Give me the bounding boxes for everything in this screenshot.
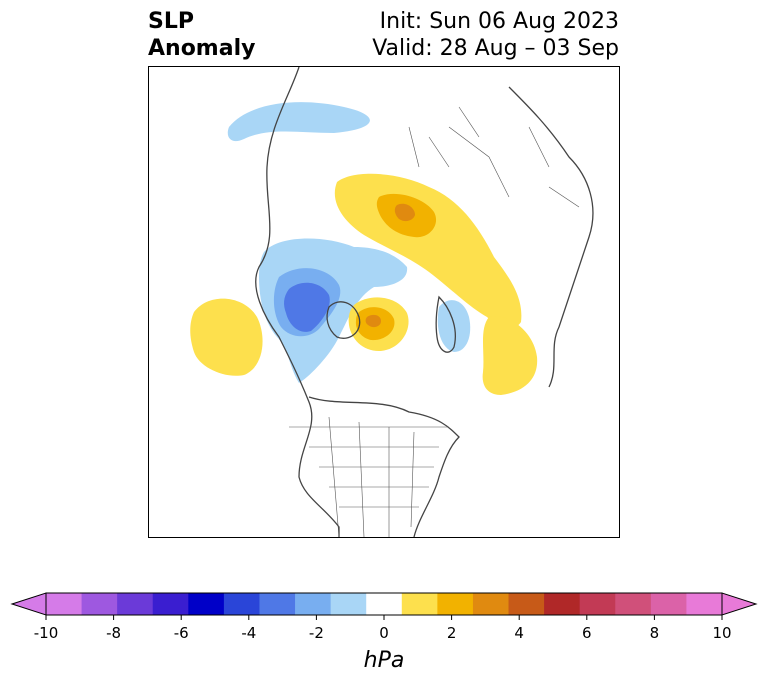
- colorbar-bin: [686, 593, 723, 615]
- colorbar-bin: [223, 593, 260, 615]
- init-date: Init: Sun 06 Aug 2023: [379, 9, 619, 34]
- colorbar-bin: [615, 593, 652, 615]
- map-dates: Init: Sun 06 Aug 2023 Valid: 28 Aug – 03…: [372, 8, 619, 62]
- dark-orange-region-eurasia: [394, 203, 415, 222]
- title-variable: SLP: [148, 9, 194, 34]
- colorbar-bins: [10, 592, 758, 616]
- colorbar-bin: [295, 593, 332, 615]
- valid-range: Valid: 28 Aug – 03 Sep: [372, 36, 619, 61]
- coastline-east: [308, 396, 460, 537]
- colorbar-tick-label: -4: [241, 624, 256, 642]
- colorbar-bin: [117, 593, 154, 615]
- colorbar-over-arrow: [721, 592, 758, 616]
- coastlines: [255, 67, 594, 537]
- colorbar-bin: [46, 593, 83, 615]
- state-borders-vertical: [328, 416, 415, 537]
- colorbar-ticks: -10 -8 -6 -4 -2 0 2 4 6 8 10: [34, 615, 732, 642]
- anomaly-map: [148, 66, 620, 538]
- title-variable-sub: Anomaly: [148, 36, 256, 61]
- colorbar-bin: [81, 593, 118, 615]
- arctic-islands-outline: [326, 301, 361, 339]
- negative-anomaly-fill: [227, 102, 471, 383]
- map-canvas: [190, 67, 594, 537]
- colorbar-bin: [259, 593, 296, 615]
- borders: [289, 106, 580, 537]
- colorbar-bin: [508, 593, 545, 615]
- blue-region-canada-core: [284, 282, 330, 332]
- colorbar-bin: [366, 593, 403, 615]
- colorbar-tick-label: -10: [34, 624, 59, 642]
- colorbar-bin: [544, 593, 581, 615]
- yellow-region-pacific: [190, 298, 263, 376]
- colorbar-bin: [437, 593, 474, 615]
- colorbar-bin: [472, 593, 510, 615]
- colorbar-tick-label: 4: [514, 624, 524, 642]
- greenland-outline: [435, 295, 456, 353]
- positive-anomaly-fill: [190, 173, 538, 395]
- colorbar-unit: hPa: [364, 648, 405, 673]
- colorbar-bin: [579, 593, 616, 615]
- coastline-west: [255, 67, 340, 537]
- colorbar-under-arrow: [10, 592, 47, 616]
- colorbar-tick-label: 8: [650, 624, 660, 642]
- state-borders-horizontal: [289, 426, 449, 508]
- colorbar: -10 -8 -6 -4 -2 0 2 4 6 8 10 hPa: [10, 592, 758, 673]
- country-borders-eurasia: [408, 106, 580, 208]
- coastline-europe: [508, 86, 594, 388]
- colorbar-bin: [188, 593, 225, 615]
- colorbar-bin: [152, 593, 189, 615]
- dark-orange-region-arctic: [365, 314, 381, 328]
- blue-region-north: [227, 102, 370, 142]
- colorbar-tick-label: 0: [379, 624, 389, 642]
- colorbar-bin: [330, 593, 367, 615]
- colorbar-tick-label: -6: [174, 624, 189, 642]
- colorbar-tick-label: 6: [582, 624, 592, 642]
- colorbar-tick-label: 2: [447, 624, 457, 642]
- colorbar-tick-label: -2: [309, 624, 324, 642]
- colorbar-bin: [401, 593, 438, 615]
- colorbar-bin: [650, 593, 687, 615]
- map-title: SLP Anomaly: [148, 8, 255, 62]
- colorbar-tick-label: -8: [106, 624, 121, 642]
- colorbar-tick-label: 10: [712, 624, 731, 642]
- yellow-region-atlantic: [482, 316, 538, 395]
